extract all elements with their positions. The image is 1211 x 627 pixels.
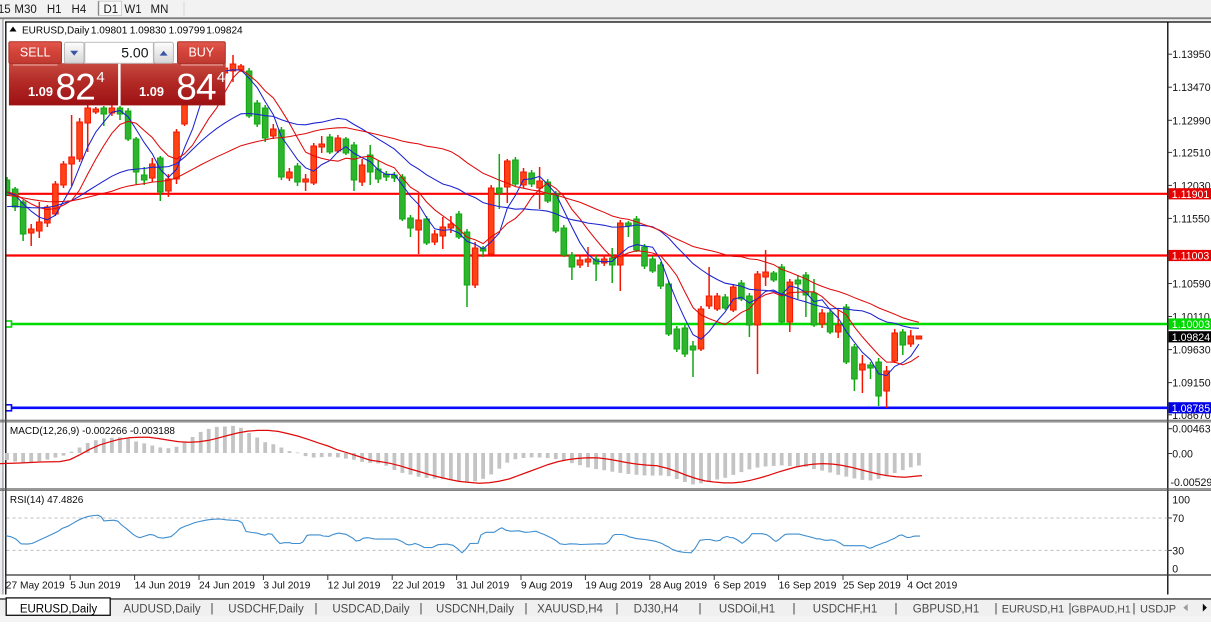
svg-text:|: | xyxy=(420,603,423,615)
svg-text:1.10003: 1.10003 xyxy=(1172,319,1210,331)
svg-text:MN: MN xyxy=(151,4,169,16)
svg-text:22 Jul 2019: 22 Jul 2019 xyxy=(392,581,445,592)
svg-text:4 Oct 2019: 4 Oct 2019 xyxy=(907,581,957,592)
svg-text:|: | xyxy=(1133,603,1136,615)
svg-text:1.09: 1.09 xyxy=(139,84,164,99)
svg-text:USDJP: USDJP xyxy=(1140,604,1176,616)
svg-text:1.13470: 1.13470 xyxy=(1172,82,1210,94)
svg-text:XAUUSD,H4: XAUUSD,H4 xyxy=(537,604,603,616)
svg-text:6 Sep 2019: 6 Sep 2019 xyxy=(714,581,766,592)
svg-text:1.12510: 1.12510 xyxy=(1172,147,1210,159)
svg-text:0.00: 0.00 xyxy=(1172,449,1193,461)
svg-text:MACD(12,26,9) -0.002266 -0.003: MACD(12,26,9) -0.002266 -0.003188 xyxy=(10,426,176,437)
svg-text:1.11550: 1.11550 xyxy=(1172,213,1210,225)
svg-text:31 Jul 2019: 31 Jul 2019 xyxy=(457,581,510,592)
svg-text:1.09824: 1.09824 xyxy=(206,26,243,37)
svg-text:RSI(14) 47.4826: RSI(14) 47.4826 xyxy=(10,495,84,506)
svg-text:USDOil,H1: USDOil,H1 xyxy=(719,604,775,616)
svg-text:DJ30,H4: DJ30,H4 xyxy=(634,604,679,616)
svg-text:28 Aug 2019: 28 Aug 2019 xyxy=(650,581,708,592)
svg-text:4: 4 xyxy=(217,69,225,86)
svg-text:1.09801: 1.09801 xyxy=(91,26,128,37)
svg-text:30: 30 xyxy=(1172,545,1184,557)
svg-text:82: 82 xyxy=(56,67,96,108)
svg-text:16 Sep 2019: 16 Sep 2019 xyxy=(779,581,837,592)
svg-text:100: 100 xyxy=(1172,494,1190,506)
svg-text:1.09799: 1.09799 xyxy=(169,26,206,37)
svg-text:H4: H4 xyxy=(72,4,87,16)
svg-text:USDCAD,Daily: USDCAD,Daily xyxy=(332,604,410,616)
svg-text:24 Jun 2019: 24 Jun 2019 xyxy=(199,581,255,592)
svg-text:1.09630: 1.09630 xyxy=(1172,345,1210,357)
svg-text:|: | xyxy=(315,603,318,615)
svg-text:1.09830: 1.09830 xyxy=(130,26,167,37)
svg-text:1.11901: 1.11901 xyxy=(1172,189,1210,201)
svg-text:0.00463: 0.00463 xyxy=(1172,424,1210,436)
svg-text:GBPUSD,H1: GBPUSD,H1 xyxy=(913,604,979,616)
svg-text:|: | xyxy=(1069,603,1072,615)
svg-text:1.12990: 1.12990 xyxy=(1172,115,1210,127)
svg-text:3 Jul 2019: 3 Jul 2019 xyxy=(263,581,310,592)
svg-text:SELL: SELL xyxy=(20,46,51,60)
svg-text:AUDUSD,Daily: AUDUSD,Daily xyxy=(123,604,201,616)
svg-text:|: | xyxy=(699,603,702,615)
svg-text:1.13950: 1.13950 xyxy=(1172,49,1210,61)
svg-text:14 Jun 2019: 14 Jun 2019 xyxy=(135,581,191,592)
svg-text:D1: D1 xyxy=(103,4,118,16)
svg-text:EURUSD,H1: EURUSD,H1 xyxy=(1002,604,1064,616)
svg-text:19 Aug 2019: 19 Aug 2019 xyxy=(585,581,643,592)
svg-text:1.09: 1.09 xyxy=(28,84,53,99)
svg-text:5.00: 5.00 xyxy=(121,45,148,61)
svg-text:1.09150: 1.09150 xyxy=(1172,378,1210,390)
svg-text:|: | xyxy=(211,603,214,615)
svg-text:GBPAUD,H1: GBPAUD,H1 xyxy=(1071,605,1130,616)
svg-text:M30: M30 xyxy=(14,4,36,16)
svg-text:27 May 2019: 27 May 2019 xyxy=(6,581,65,592)
svg-text:12 Jul 2019: 12 Jul 2019 xyxy=(328,581,381,592)
svg-text:5 Jun 2019: 5 Jun 2019 xyxy=(70,581,121,592)
svg-text:|: | xyxy=(793,603,796,615)
svg-text:0: 0 xyxy=(1172,564,1178,576)
svg-text:70: 70 xyxy=(1172,513,1184,525)
svg-text:1.10590: 1.10590 xyxy=(1172,279,1210,291)
svg-text:9 Aug 2019: 9 Aug 2019 xyxy=(521,581,573,592)
svg-text:1.09824: 1.09824 xyxy=(1172,332,1210,344)
svg-text:15: 15 xyxy=(0,4,11,16)
svg-text:|: | xyxy=(995,603,998,615)
svg-text:H1: H1 xyxy=(47,4,62,16)
svg-text:84: 84 xyxy=(176,67,216,108)
svg-text:-0.005299: -0.005299 xyxy=(1171,477,1211,489)
svg-text:|: | xyxy=(895,603,898,615)
svg-text:W1: W1 xyxy=(124,4,141,16)
svg-text:1.11003: 1.11003 xyxy=(1172,251,1210,263)
svg-text:25 Sep 2019: 25 Sep 2019 xyxy=(843,581,901,592)
svg-text:EURUSD,Daily: EURUSD,Daily xyxy=(22,26,89,37)
svg-text:BUY: BUY xyxy=(188,46,214,60)
svg-text:4: 4 xyxy=(96,69,104,86)
svg-text:USDCHF,H1: USDCHF,H1 xyxy=(813,604,878,616)
svg-text:1.08785: 1.08785 xyxy=(1172,403,1210,415)
svg-text:USDCHF,Daily: USDCHF,Daily xyxy=(228,604,304,616)
svg-text:|: | xyxy=(525,603,528,615)
svg-text:USDCNH,Daily: USDCNH,Daily xyxy=(436,604,514,616)
svg-text:|: | xyxy=(616,603,619,615)
svg-text:EURUSD,Daily: EURUSD,Daily xyxy=(20,603,98,615)
